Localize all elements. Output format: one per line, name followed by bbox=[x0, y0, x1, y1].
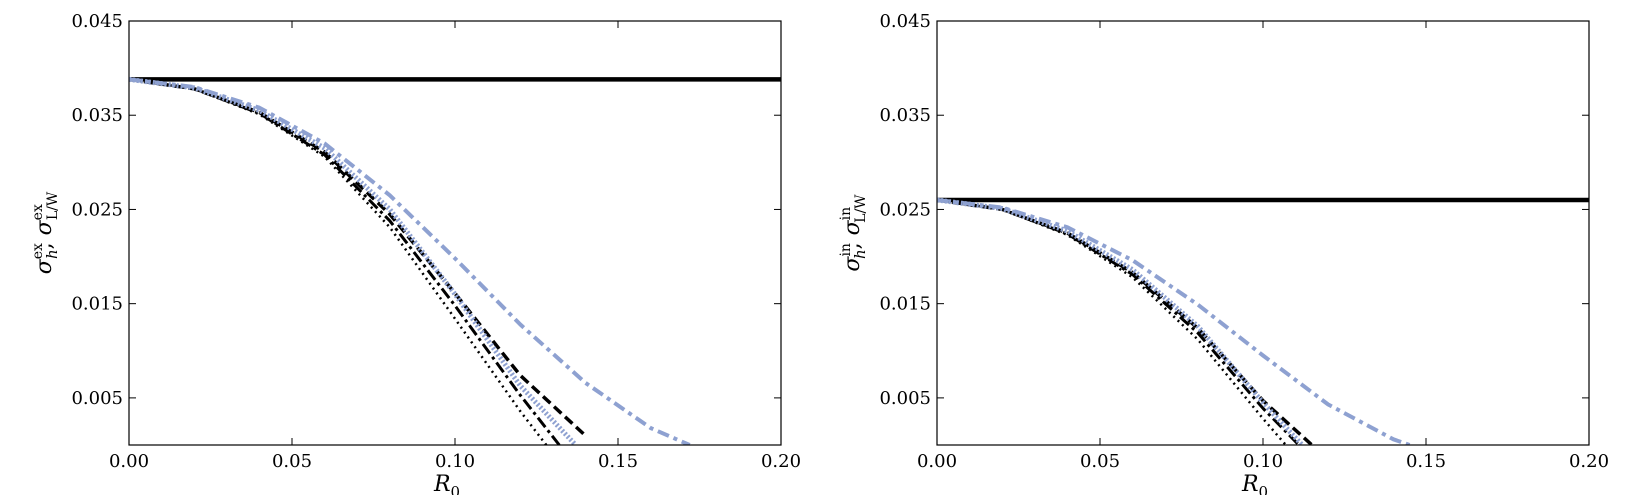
series-line-dotted-thick bbox=[937, 197, 1304, 445]
x-tick-label: 0.20 bbox=[1569, 451, 1609, 472]
series-group bbox=[129, 76, 781, 445]
series-line-dashed bbox=[937, 198, 1314, 445]
series-group bbox=[937, 197, 1589, 445]
series-line-dotted bbox=[129, 78, 548, 445]
right-panel: 0.00 0.05 0.10 0.15 0.20 0.005 0.015 0.025 0.035… bbox=[838, 11, 1609, 499]
y-tick-label: 0.015 bbox=[879, 294, 931, 315]
x-tick-label: 0.05 bbox=[1080, 451, 1120, 472]
y-tick-label: 0.025 bbox=[71, 199, 123, 220]
y-tick-label: 0.005 bbox=[71, 388, 123, 409]
x-tick-label: 0.20 bbox=[761, 451, 801, 472]
y-tick-label: 0.025 bbox=[879, 199, 931, 220]
x-tick-label: 0.15 bbox=[1406, 451, 1446, 472]
left-panel: 0.00 0.05 0.10 0.15 0.20 0.005 0.015 0.025 0.035… bbox=[30, 11, 801, 499]
x-tick-label: 0.15 bbox=[598, 451, 638, 472]
plot-frame bbox=[936, 20, 1590, 446]
series-line-dashdot bbox=[937, 198, 1300, 445]
x-axis-label: R0 bbox=[433, 472, 460, 495]
x-tick-label: 0.10 bbox=[1243, 451, 1283, 472]
x-tick-label: 0.10 bbox=[435, 451, 475, 472]
y-axis-label: σinh, σinL/W bbox=[838, 194, 869, 272]
y-axis-label: σexh, σexL/W bbox=[30, 191, 61, 274]
series-line-dashdot-thick bbox=[129, 77, 691, 445]
y-tick-label: 0.045 bbox=[71, 11, 123, 32]
plot-frame bbox=[128, 20, 782, 446]
series-line-dashdot bbox=[129, 77, 561, 445]
y-tick-label: 0.015 bbox=[71, 294, 123, 315]
x-axis-label: R0 bbox=[1241, 472, 1268, 495]
y-tick-label: 0.035 bbox=[71, 105, 123, 126]
y-tick-label: 0.035 bbox=[879, 105, 931, 126]
series-line-dashdot-thick bbox=[937, 198, 1411, 445]
x-tick-label: 0.00 bbox=[109, 451, 149, 472]
x-tick-label: 0.05 bbox=[272, 451, 312, 472]
series-line-dotted bbox=[937, 198, 1287, 445]
series-line-dotted-thick bbox=[129, 76, 578, 445]
y-tick-label: 0.005 bbox=[879, 388, 931, 409]
y-tick-label: 0.045 bbox=[879, 11, 931, 32]
x-tick-label: 0.00 bbox=[917, 451, 957, 472]
series-line-dashed bbox=[129, 77, 587, 437]
